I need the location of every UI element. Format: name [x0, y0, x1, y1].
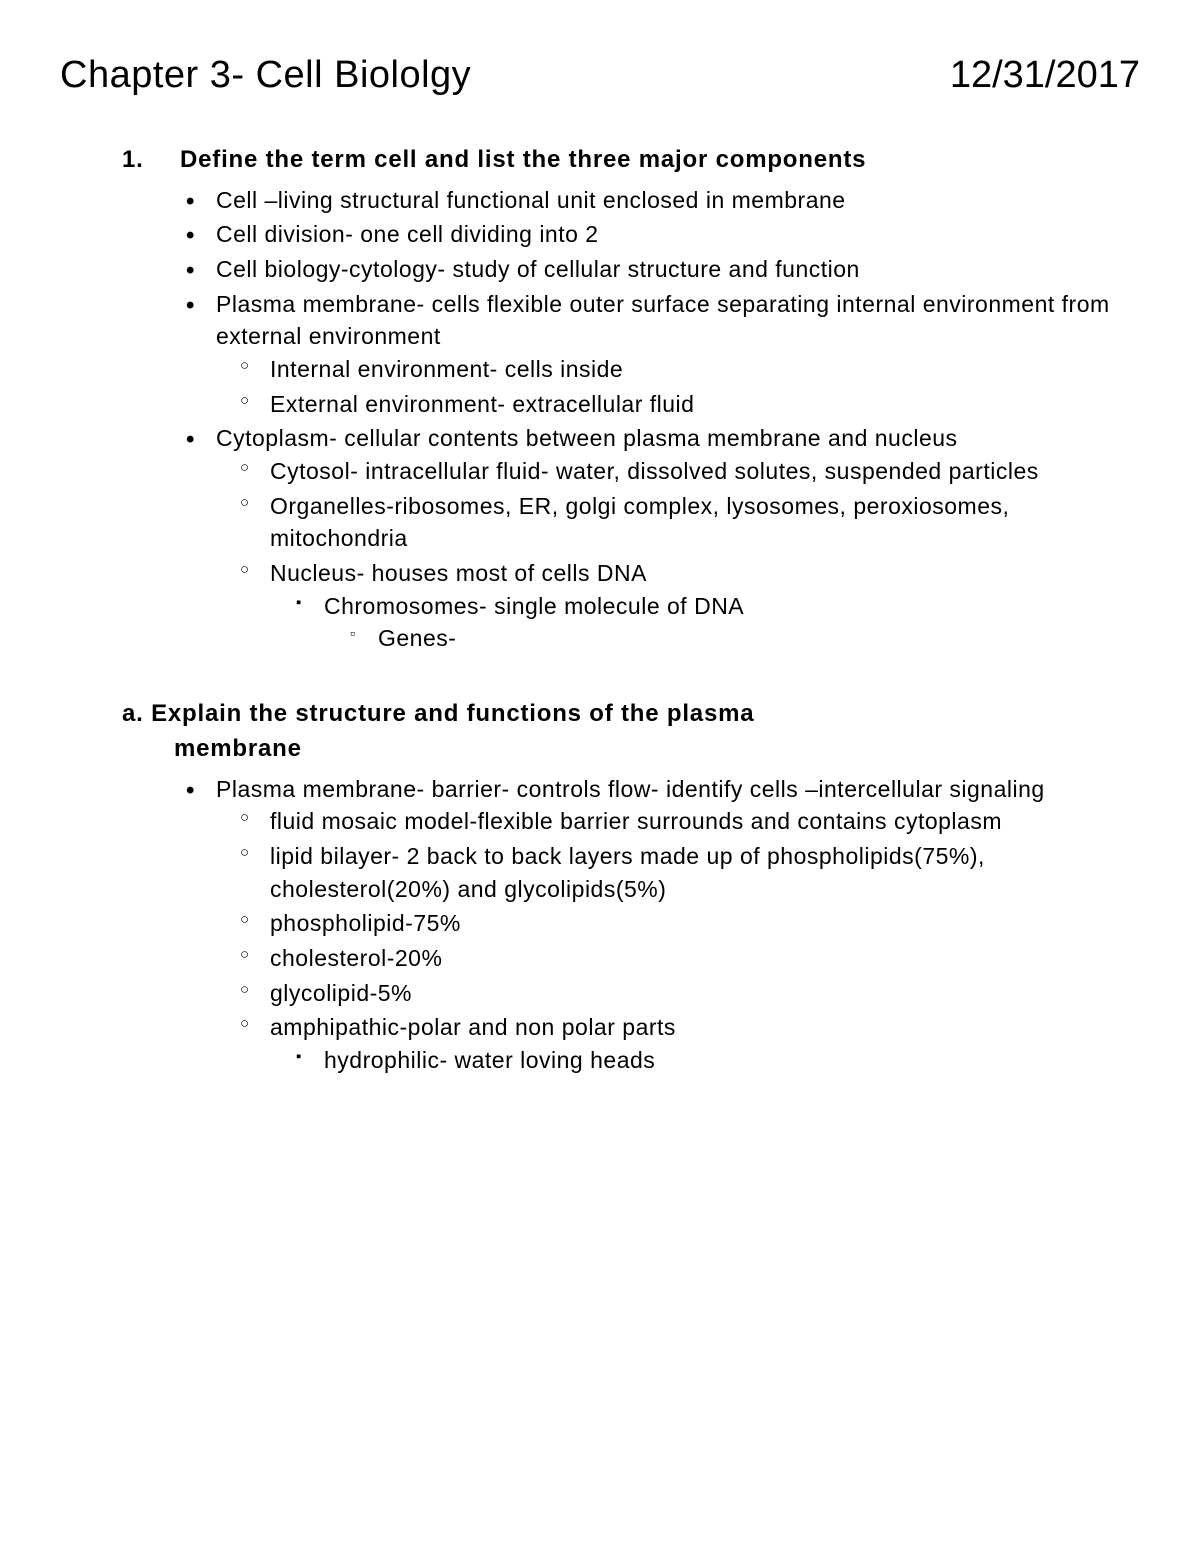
list-item: Plasma membrane- cells flexible outer su…: [216, 288, 1110, 421]
list-item: cholesterol-20%: [270, 942, 1110, 975]
list-item-text: hydrophilic- water loving heads: [324, 1047, 655, 1073]
list-item-text: Cell –living structural functional unit …: [216, 187, 846, 213]
list-item: Organelles-ribosomes, ER, golgi complex,…: [270, 490, 1110, 555]
list-item-text: glycolipid-5%: [270, 980, 412, 1006]
list-item-text: amphipathic-polar and non polar parts: [270, 1014, 676, 1040]
sublist: fluid mosaic model-flexible barrier surr…: [216, 805, 1110, 1076]
section-1-title: Define the term cell and list the three …: [180, 146, 866, 173]
page-title: Chapter 3- Cell Biololgy: [60, 54, 471, 97]
section-a-label: a.: [122, 700, 151, 727]
list-item-text: cholesterol-20%: [270, 945, 442, 971]
list-item-text: Plasma membrane- cells flexible outer su…: [216, 291, 1110, 350]
page-header: Chapter 3- Cell Biololgy 12/31/2017: [60, 54, 1140, 97]
list-item-text: Organelles-ribosomes, ER, golgi complex,…: [270, 493, 1009, 552]
list-item: phospholipid-75%: [270, 907, 1110, 940]
section-1-list: Cell –living structural functional unit …: [122, 184, 1110, 655]
document-content: 1.Define the term cell and list the thre…: [60, 143, 1140, 1076]
list-item-text: Internal environment- cells inside: [270, 356, 623, 382]
sublist: Internal environment- cells inside Exter…: [216, 353, 1110, 420]
list-item-text: Cytoplasm- cellular contents between pla…: [216, 425, 958, 451]
list-item: Cell biology-cytology- study of cellular…: [216, 253, 1110, 286]
list-item-text: Genes-: [378, 625, 456, 651]
list-item: glycolipid-5%: [270, 977, 1110, 1010]
list-item: External environment- extracellular flui…: [270, 388, 1110, 421]
list-item: Cytoplasm- cellular contents between pla…: [216, 422, 1110, 655]
sublist: hydrophilic- water loving heads: [270, 1044, 1110, 1077]
list-item: Internal environment- cells inside: [270, 353, 1110, 386]
list-item: Plasma membrane- barrier- controls flow-…: [216, 773, 1110, 1077]
sublist: Genes-: [324, 622, 1110, 655]
section-1-heading: 1.Define the term cell and list the thre…: [122, 143, 1110, 178]
list-item-text: lipid bilayer- 2 back to back layers mad…: [270, 843, 985, 902]
list-item: amphipathic-polar and non polar parts hy…: [270, 1011, 1110, 1076]
section-a-title-line1: Explain the structure and functions of t…: [151, 700, 754, 727]
sublist: Cytosol- intracellular fluid- water, dis…: [216, 455, 1110, 655]
list-item-text: Cell biology-cytology- study of cellular…: [216, 256, 860, 282]
list-item-text: Nucleus- houses most of cells DNA: [270, 560, 647, 586]
list-item: fluid mosaic model-flexible barrier surr…: [270, 805, 1110, 838]
section-a-title-line2: membrane: [122, 735, 302, 762]
list-item: Genes-: [378, 622, 1110, 655]
list-item-text: External environment- extracellular flui…: [270, 391, 694, 417]
list-item-text: Chromosomes- single molecule of DNA: [324, 593, 744, 619]
list-item: lipid bilayer- 2 back to back layers mad…: [270, 840, 1110, 905]
list-item: Nucleus- houses most of cells DNA Chromo…: [270, 557, 1110, 655]
list-item: Chromosomes- single molecule of DNA Gene…: [324, 590, 1110, 655]
list-item: hydrophilic- water loving heads: [324, 1044, 1110, 1077]
list-item-text: fluid mosaic model-flexible barrier surr…: [270, 808, 1002, 834]
list-item-text: Plasma membrane- barrier- controls flow-…: [216, 776, 1045, 802]
list-item: Cytosol- intracellular fluid- water, dis…: [270, 455, 1110, 488]
list-item: Cell –living structural functional unit …: [216, 184, 1110, 217]
section-number: 1.: [122, 143, 180, 178]
sublist: Chromosomes- single molecule of DNA Gene…: [270, 590, 1110, 655]
list-item-text: phospholipid-75%: [270, 910, 461, 936]
list-item-text: Cytosol- intracellular fluid- water, dis…: [270, 458, 1039, 484]
list-item: Cell division- one cell dividing into 2: [216, 218, 1110, 251]
list-item-text: Cell division- one cell dividing into 2: [216, 221, 599, 247]
section-a-list: Plasma membrane- barrier- controls flow-…: [122, 773, 1110, 1077]
section-a-heading: a. Explain the structure and functions o…: [122, 697, 1110, 767]
page-date: 12/31/2017: [950, 54, 1140, 97]
